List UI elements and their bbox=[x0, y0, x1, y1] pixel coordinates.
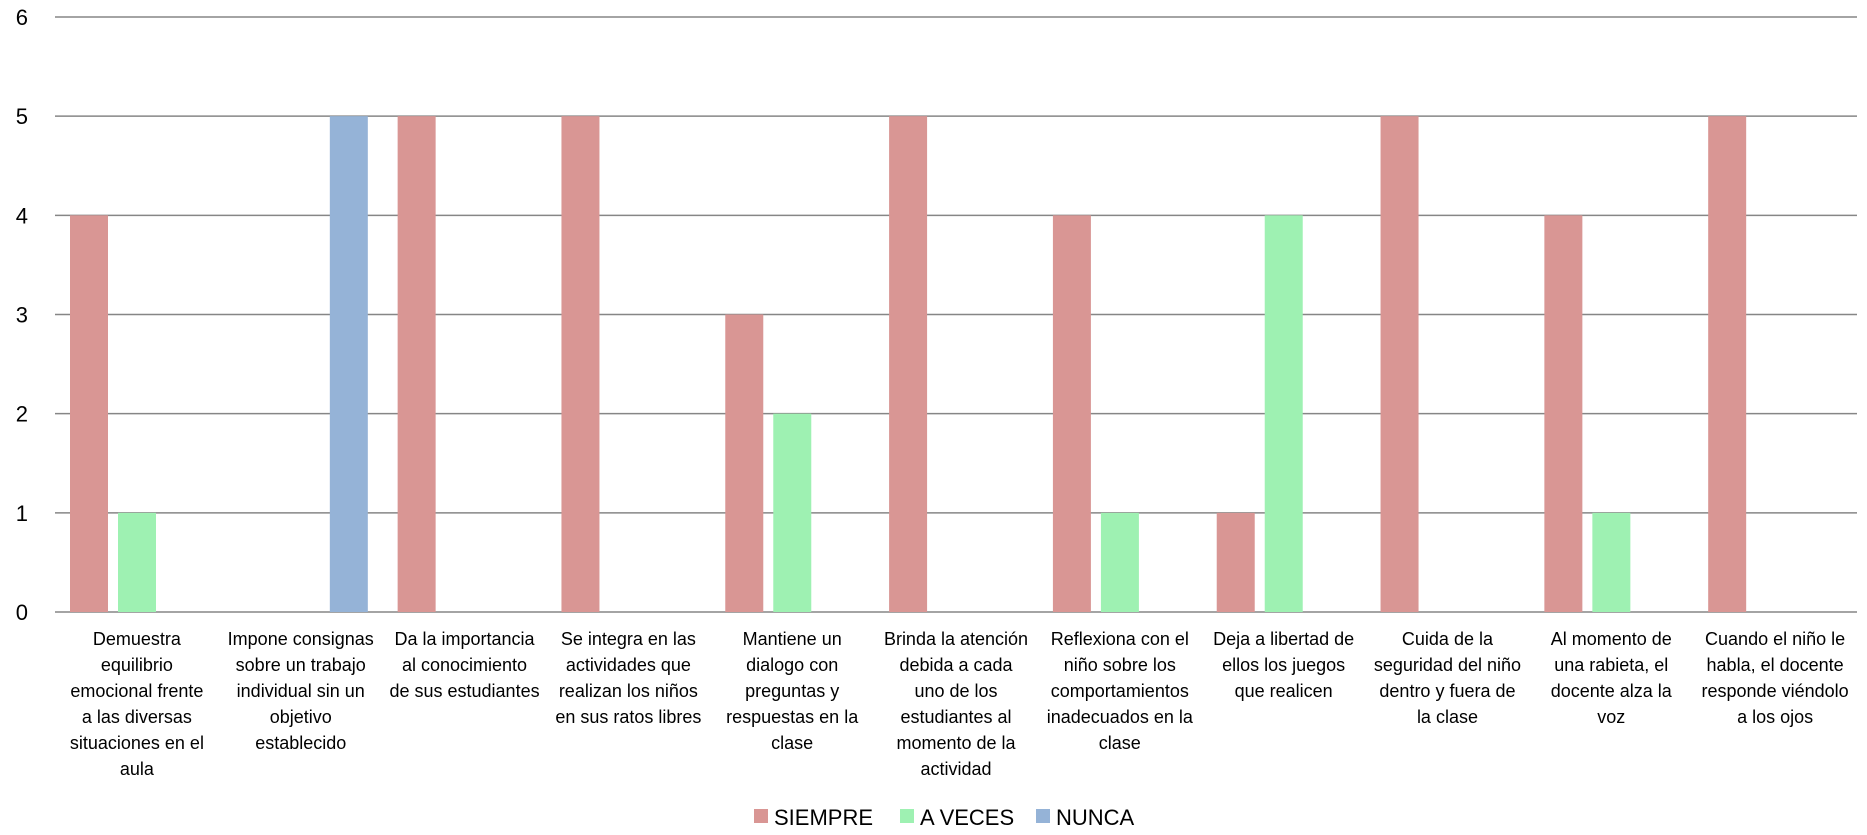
x-tick-label: Deja a libertad de ellos los juegos que re… bbox=[1213, 629, 1354, 701]
x-tick-label: Da la importancia al conocimiento de sus e… bbox=[389, 629, 539, 701]
bars bbox=[70, 116, 1746, 612]
bar-a-veces bbox=[1592, 513, 1630, 612]
x-tick-label: Demuestra equilibrio emocional frente a las… bbox=[70, 629, 204, 779]
bar-a-veces bbox=[1101, 513, 1139, 612]
x-tick-label: Mantiene un dialogo con preguntas y respues… bbox=[726, 629, 859, 753]
legend-swatch bbox=[1036, 809, 1050, 823]
x-tick-label: Impone consignas sobre un trabajo individu… bbox=[228, 629, 374, 753]
bar-siempre bbox=[1053, 215, 1091, 612]
x-tick-label: Se integra en las actividades que realizan… bbox=[555, 629, 701, 727]
y-tick-label: 0 bbox=[16, 600, 28, 625]
x-tick-label: Brinda la atención debida a cada uno de lo… bbox=[884, 629, 1028, 779]
y-tick-label: 6 bbox=[16, 5, 28, 30]
bar-siempre bbox=[889, 116, 927, 612]
y-tick-label: 2 bbox=[16, 402, 28, 427]
bar-a-veces bbox=[1265, 215, 1303, 612]
y-tick-label: 3 bbox=[16, 303, 28, 328]
bar-nunca bbox=[330, 116, 368, 612]
legend-swatch bbox=[900, 809, 914, 823]
bar-a-veces bbox=[118, 513, 156, 612]
bar-siempre bbox=[70, 215, 108, 612]
bar-siempre bbox=[1544, 215, 1582, 612]
bar-a-veces bbox=[773, 414, 811, 612]
legend-label: SIEMPRE bbox=[774, 805, 873, 830]
bar-siempre bbox=[1381, 116, 1419, 612]
bar-siempre bbox=[1708, 116, 1746, 612]
bar-siempre bbox=[398, 116, 436, 612]
x-tick-label: Cuida de la seguridad del niño dentro y fu… bbox=[1374, 629, 1521, 727]
x-tick-label: Reflexiona con el niño sobre los comportam… bbox=[1047, 629, 1194, 753]
bar-siempre bbox=[1217, 513, 1255, 612]
x-axis-ticks: Demuestra equilibrio emocional frente a las… bbox=[70, 629, 1849, 779]
legend-swatch bbox=[754, 809, 768, 823]
y-tick-label: 1 bbox=[16, 501, 28, 526]
bar-siempre bbox=[561, 116, 599, 612]
legend-label: A VECES bbox=[920, 805, 1014, 830]
gridlines bbox=[55, 17, 1857, 612]
y-tick-label: 4 bbox=[16, 203, 28, 228]
y-axis-ticks: 0 1 2 3 4 5 6 bbox=[16, 5, 28, 625]
y-tick-label: 5 bbox=[16, 104, 28, 129]
x-tick-label: Cuando el niño le habla, el docente respon… bbox=[1702, 629, 1849, 727]
x-tick-label: Al momento de una rabieta, el docente alza… bbox=[1551, 629, 1673, 727]
legend: SIEMPRE A VECES NUNCA bbox=[754, 805, 1135, 830]
legend-label: NUNCA bbox=[1056, 805, 1135, 830]
bar-siempre bbox=[725, 315, 763, 613]
